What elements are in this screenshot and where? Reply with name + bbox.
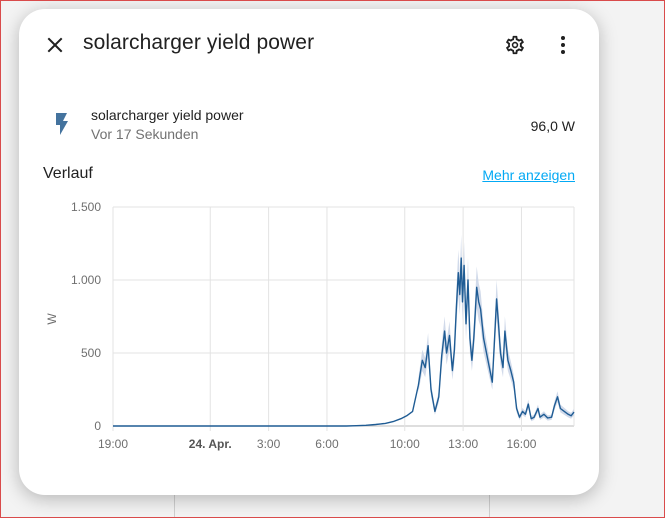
more-options-button[interactable]: [547, 29, 579, 61]
entity-last-changed: Vor 17 Sekunden: [91, 126, 199, 142]
x-tick-label: 19:00: [98, 437, 128, 451]
show-more-link[interactable]: Mehr anzeigen: [482, 167, 575, 183]
y-axis-label: W: [45, 313, 59, 325]
more-info-dialog: solarcharger yield power solarcharger yi…: [19, 9, 599, 495]
x-tick-label: 6:00: [315, 437, 339, 451]
entity-value: 96,0 W: [530, 118, 575, 134]
entity-state-row: solarcharger yield power Vor 17 Sekunden…: [19, 101, 599, 145]
history-chart[interactable]: 0 500 1.000 1.500 19:00 24. Apr. 3:00 6:00 10:00…: [19, 9, 599, 495]
x-tick-label: 16:00: [506, 437, 536, 451]
background-divider: [174, 488, 175, 518]
entity-name: solarcharger yield power: [91, 107, 244, 123]
x-tick-label: 10:00: [390, 437, 420, 451]
window-edge: [0, 0, 665, 1]
close-button[interactable]: [39, 29, 71, 61]
x-tick-label: 3:00: [257, 437, 281, 451]
chart-minmax-band: [418, 234, 574, 422]
history-title: Verlauf: [43, 165, 93, 182]
dialog-title: solarcharger yield power: [83, 31, 315, 54]
gear-icon: [506, 35, 524, 55]
chart-series-line: [113, 257, 575, 427]
dialog-header: solarcharger yield power: [19, 9, 599, 81]
y-tick-label: 0: [94, 419, 101, 433]
y-tick-label: 1.500: [71, 200, 101, 214]
y-tick-label: 500: [81, 346, 101, 360]
more-vertical-icon: [561, 36, 565, 54]
x-tick-label: 24. Apr.: [189, 437, 232, 451]
x-tick-label: 13:00: [448, 437, 478, 451]
flash-icon: [56, 113, 68, 135]
close-icon: [47, 37, 63, 53]
chart-axes: 0 500 1.000 1.500 19:00 24. Apr. 3:00 6:00 10:00…: [71, 200, 537, 451]
settings-button[interactable]: [499, 29, 531, 61]
y-tick-label: 1.000: [71, 273, 101, 287]
background-divider: [489, 488, 490, 518]
